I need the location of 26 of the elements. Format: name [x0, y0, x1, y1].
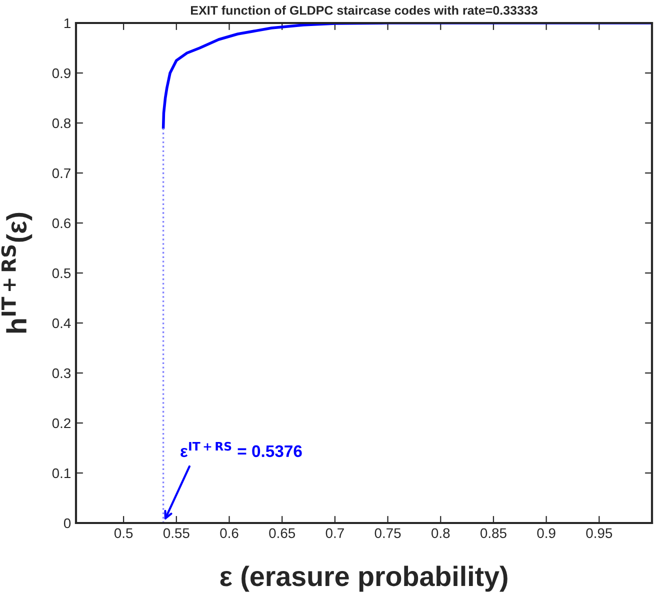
x-tick-label: 0.7 [326, 528, 344, 538]
annotation: ε$^{IT+RS}$ = 0.5376 [180, 442, 302, 458]
y-tick-label: 0.4 [52, 318, 71, 328]
x-tick-label: 0.95 [586, 528, 612, 538]
y-tick-label: 0.7 [52, 168, 70, 178]
y-tick-label: 1 [64, 18, 70, 28]
x-axis-title: ε (erasure probability) [220, 566, 508, 592]
x-tick-label: 0.8 [432, 528, 450, 538]
y-tick-label: 0.8 [52, 118, 71, 128]
y-tick-label: 0.9 [52, 68, 70, 78]
y-tick-label: 0.3 [52, 368, 71, 378]
y-tick-label: 0.6 [52, 218, 71, 228]
y-tick-label: 0.1 [52, 468, 70, 478]
y-tick-label: 0 [64, 518, 71, 528]
y-axis-title: h$^{IT+RS}$(ε) [1, 212, 32, 333]
line-series [162, 23, 652, 130]
x-tick-label: 0.65 [269, 528, 296, 538]
x-tick-label: 0.75 [374, 528, 401, 538]
x-tick-label: 0.5 [114, 528, 133, 538]
y-tick-label: 0.5 [52, 268, 71, 278]
y-tick-label: 0.2 [52, 418, 70, 428]
x-tick-label: 0.9 [537, 528, 556, 538]
chart-title: EXIT function of GLDPC staircase codes with rate=0.33333 [191, 6, 538, 15]
x-tick-label: 0.85 [480, 528, 506, 538]
x-tick-label: 0.6 [220, 528, 238, 538]
x-tick-label: 0.55 [163, 528, 190, 538]
